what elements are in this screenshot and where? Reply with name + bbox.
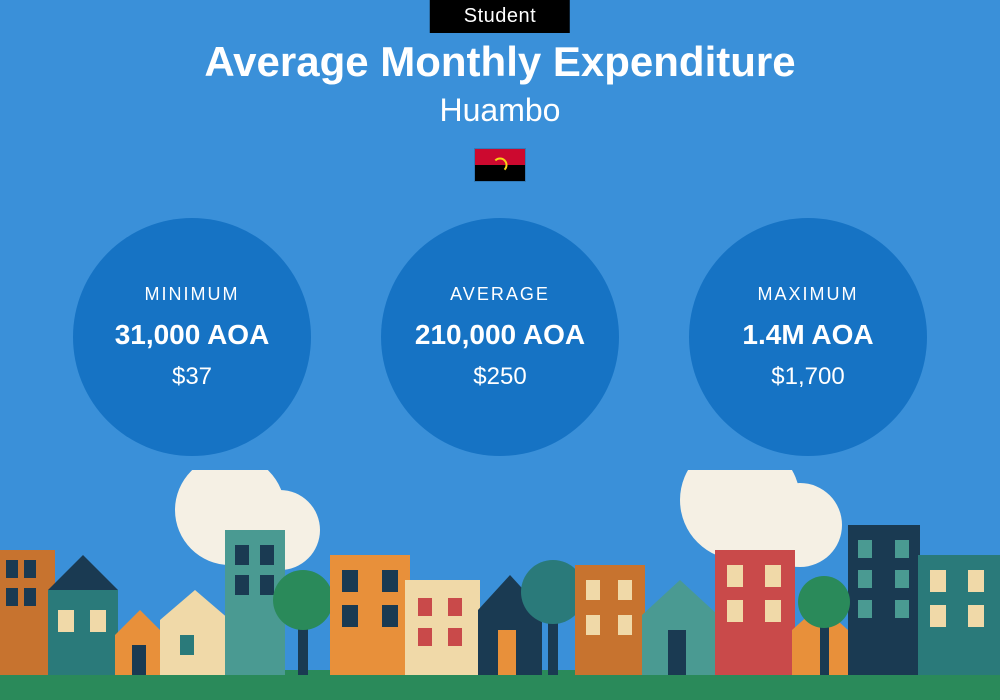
stat-label: MAXIMUM <box>758 284 859 305</box>
stat-usd: $1,700 <box>771 363 844 391</box>
stat-label: AVERAGE <box>450 284 550 305</box>
stat-value: 1.4M AOA <box>742 319 873 351</box>
stat-value: 210,000 AOA <box>415 319 585 351</box>
category-badge: Student <box>430 0 570 33</box>
stat-average: AVERAGE 210,000 AOA $250 <box>381 218 619 456</box>
stat-value: 31,000 AOA <box>115 319 270 351</box>
stats-row: MINIMUM 31,000 AOA $37 AVERAGE 210,000 A… <box>0 218 1000 456</box>
city-subtitle: Huambo <box>0 92 1000 129</box>
flag-icon <box>474 148 526 182</box>
stat-usd: $250 <box>473 363 526 391</box>
stat-label: MINIMUM <box>145 284 240 305</box>
stat-maximum: MAXIMUM 1.4M AOA $1,700 <box>689 218 927 456</box>
stat-usd: $37 <box>172 363 212 391</box>
stat-minimum: MINIMUM 31,000 AOA $37 <box>73 218 311 456</box>
page-title: Average Monthly Expenditure <box>0 38 1000 86</box>
